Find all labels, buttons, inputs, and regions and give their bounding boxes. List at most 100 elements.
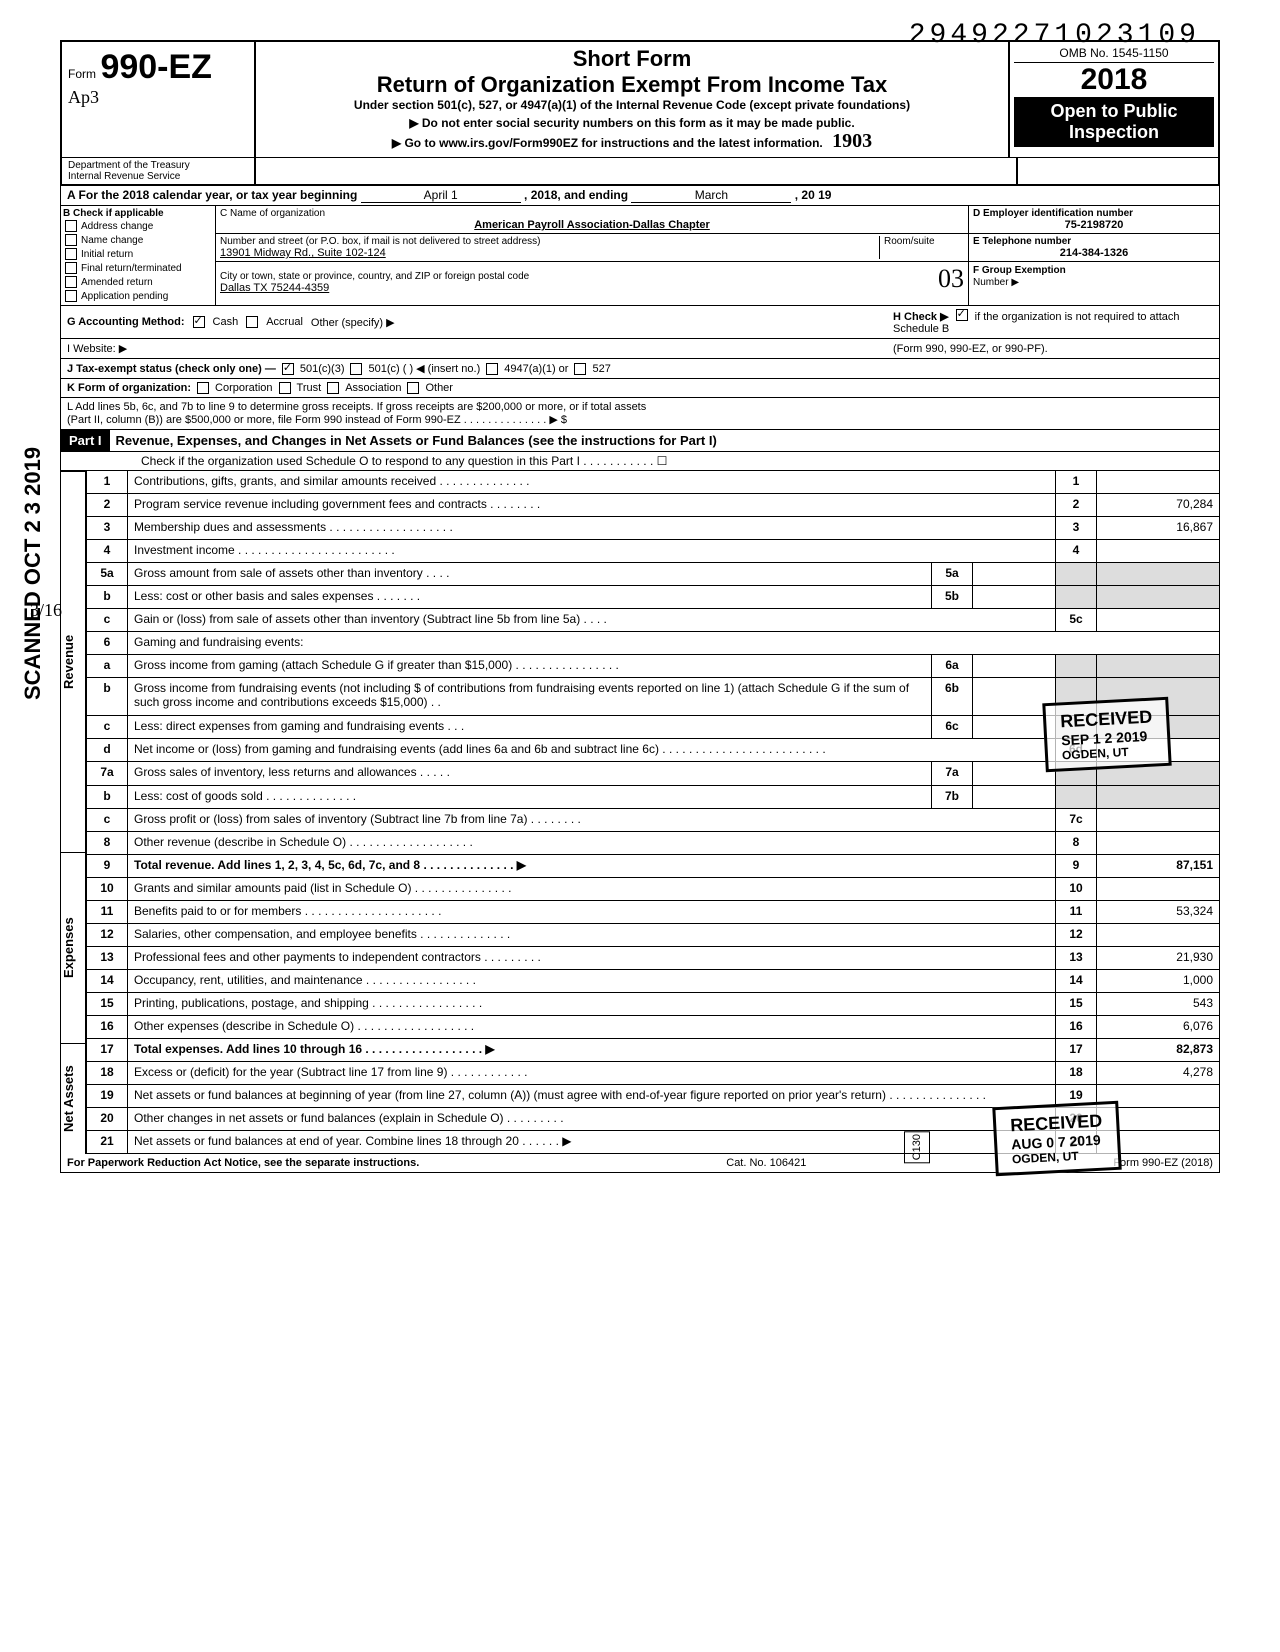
- right-info: D Employer identification number 75-2198…: [969, 206, 1219, 305]
- chk-cash[interactable]: [193, 316, 205, 328]
- right-line-number: 1: [1056, 471, 1097, 493]
- chk-application-pending[interactable]: Application pending: [63, 289, 213, 303]
- inspection: Inspection: [1018, 122, 1210, 143]
- line-description: Investment income . . . . . . . . . . . …: [128, 540, 1056, 563]
- line-row: cGross profit or (loss) from sales of in…: [87, 808, 1220, 831]
- line-description: Gain or (loss) from sale of assets other…: [128, 609, 1056, 632]
- amount-shaded: [1097, 655, 1220, 678]
- chk-name-change[interactable]: Name change: [63, 233, 213, 247]
- chk-initial-return[interactable]: Initial return: [63, 247, 213, 261]
- chk-address-label: Address change: [81, 221, 153, 232]
- k-corp: Corporation: [215, 382, 272, 394]
- line-a-mid: , 2018, and ending: [524, 188, 628, 202]
- line-row: 4Investment income . . . . . . . . . . .…: [87, 540, 1220, 563]
- sub-amount: [973, 563, 1056, 586]
- line-description: Gaming and fundraising events:: [128, 632, 1220, 655]
- line-row: 9Total revenue. Add lines 1, 2, 3, 4, 5c…: [87, 854, 1220, 877]
- line-amount: [1097, 540, 1220, 563]
- schedule-o-check: Check if the organization used Schedule …: [60, 452, 1220, 471]
- chk-assoc[interactable]: [327, 382, 339, 394]
- box-e-label: E Telephone number: [973, 236, 1215, 247]
- line-description: Gross income from fundraising events (no…: [128, 678, 932, 716]
- street-label: Number and street (or P.O. box, if mail …: [220, 236, 879, 247]
- j-501c: 501(c) ( ) ◀ (insert no.): [368, 362, 480, 375]
- line-number: 4: [87, 540, 128, 563]
- line-row: 14Occupancy, rent, utilities, and mainte…: [87, 969, 1220, 992]
- chk-corp[interactable]: [197, 382, 209, 394]
- form-prefix: Form: [68, 67, 96, 81]
- org-name: American Payroll Association-Dallas Chap…: [220, 219, 964, 231]
- city-label: City or town, state or province, country…: [220, 271, 938, 282]
- dept-treasury: Department of the Treasury: [68, 160, 248, 171]
- right-line-number: 10: [1056, 877, 1097, 900]
- line-amount: 6,076: [1097, 1015, 1220, 1038]
- goto-text: ▶ Go to www.irs.gov/Form990EZ for instru…: [392, 136, 823, 150]
- line-j-label: J Tax-exempt status (check only one) —: [67, 363, 276, 375]
- line-amount: [1097, 923, 1220, 946]
- chk-trust[interactable]: [279, 382, 291, 394]
- net-assets-label: Net Assets: [60, 1043, 86, 1154]
- line-number: 14: [87, 969, 128, 992]
- box-d-label: D Employer identification number: [973, 208, 1215, 219]
- right-num-shaded: [1056, 785, 1097, 808]
- chk-accrual[interactable]: [246, 316, 258, 328]
- line-number: 3: [87, 516, 128, 539]
- line-number: 16: [87, 1015, 128, 1038]
- goto-url: ▶ Go to www.irs.gov/Form990EZ for instru…: [264, 130, 1000, 153]
- box-b-title: B Check if applicable: [63, 208, 213, 219]
- chk-h[interactable]: [956, 309, 968, 321]
- line-number: a: [87, 655, 128, 678]
- ein-value: 75-2198720: [973, 219, 1215, 231]
- right-line-number: 16: [1056, 1015, 1097, 1038]
- hand-1903: 1903: [832, 130, 872, 152]
- hand-fraction: 3/16: [30, 600, 62, 621]
- chk-final-return[interactable]: Final return/terminated: [63, 261, 213, 275]
- scanned-stamp: SCANNED OCT 2 3 2019: [20, 447, 46, 700]
- j-501c3: 501(c)(3): [300, 363, 345, 375]
- line-description: Gross income from gaming (attach Schedul…: [128, 655, 932, 678]
- received-stamp-1: RECEIVED SEP 1 2 2019 OGDEN, UT: [1042, 697, 1171, 773]
- line-number: b: [87, 586, 128, 609]
- line-description: Gross amount from sale of assets other t…: [128, 563, 932, 586]
- line-number: 6: [87, 632, 128, 655]
- right-line-number: 2: [1056, 493, 1097, 516]
- line-amount: 543: [1097, 992, 1220, 1015]
- other-label: Other (specify) ▶: [311, 316, 395, 329]
- document-number: 29492271023109: [909, 20, 1200, 51]
- title-box: Short Form Return of Organization Exempt…: [256, 42, 1010, 157]
- line-description: Grants and similar amounts paid (list in…: [128, 877, 1056, 900]
- chk-527[interactable]: [574, 363, 586, 375]
- line-number: 1: [87, 471, 128, 493]
- tax-year: 2018: [1014, 63, 1214, 97]
- phone-value: 214-384-1326: [973, 247, 1215, 259]
- chk-other[interactable]: [407, 382, 419, 394]
- right-header-box: OMB No. 1545-1150 2018 Open to Public In…: [1010, 42, 1218, 157]
- line-description: Gross profit or (loss) from sales of inv…: [128, 808, 1056, 831]
- chk-501c3[interactable]: [282, 363, 294, 375]
- open-to-public: Open to Public: [1018, 101, 1210, 122]
- chk-amended-label: Amended return: [81, 277, 153, 288]
- sub-line-number: 6a: [932, 655, 973, 678]
- chk-address-change[interactable]: Address change: [63, 219, 213, 233]
- line-description: Other changes in net assets or fund bala…: [128, 1107, 1056, 1130]
- line-a-end: , 20 19: [795, 188, 832, 202]
- sub-line-number: 5a: [932, 563, 973, 586]
- line-number: 12: [87, 923, 128, 946]
- line-row: 16Other expenses (describe in Schedule O…: [87, 1015, 1220, 1038]
- line-amount: [1097, 471, 1220, 493]
- chk-4947[interactable]: [486, 363, 498, 375]
- right-line-number: 11: [1056, 900, 1097, 923]
- chk-amended-return[interactable]: Amended return: [63, 275, 213, 289]
- line-g-label: G Accounting Method:: [67, 316, 185, 328]
- lines-table: 1Contributions, gifts, grants, and simil…: [86, 471, 1220, 1154]
- short-form-label: Short Form: [264, 46, 1000, 72]
- chk-pending-label: Application pending: [81, 291, 168, 302]
- line-row: 2Program service revenue including gover…: [87, 493, 1220, 516]
- line-description: Less: cost of goods sold . . . . . . . .…: [128, 785, 932, 808]
- sub-line-number: 5b: [932, 586, 973, 609]
- line-number: c: [87, 716, 128, 739]
- right-line-number: 13: [1056, 946, 1097, 969]
- right-line-number: 9: [1056, 854, 1097, 877]
- line-amount: 1,000: [1097, 969, 1220, 992]
- chk-501c[interactable]: [350, 363, 362, 375]
